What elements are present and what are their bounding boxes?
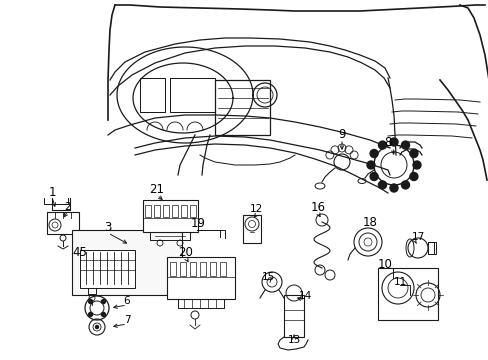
FancyBboxPatch shape: [72, 230, 182, 295]
Bar: [142, 200, 198, 232]
Bar: [427, 242, 435, 254]
Text: 12: 12: [249, 204, 262, 214]
Text: 9: 9: [338, 129, 345, 141]
Bar: [180, 262, 185, 276]
Bar: [243, 215, 261, 243]
Circle shape: [101, 300, 105, 303]
Circle shape: [101, 312, 105, 316]
Text: 8: 8: [384, 136, 391, 149]
Text: 10: 10: [377, 258, 392, 271]
Circle shape: [369, 172, 377, 180]
Circle shape: [401, 141, 408, 149]
Text: 20: 20: [178, 247, 193, 260]
Circle shape: [409, 149, 417, 157]
Circle shape: [88, 312, 92, 316]
Circle shape: [389, 138, 397, 146]
Circle shape: [412, 161, 420, 169]
Bar: [190, 262, 196, 276]
Text: 6: 6: [123, 296, 130, 306]
Text: 15: 15: [261, 272, 274, 282]
Text: 1: 1: [48, 186, 56, 199]
Circle shape: [401, 181, 408, 189]
Circle shape: [366, 161, 374, 169]
Circle shape: [378, 141, 386, 149]
Circle shape: [88, 300, 92, 303]
Bar: [190, 205, 196, 217]
Bar: [220, 262, 225, 276]
Bar: [200, 262, 205, 276]
Circle shape: [369, 149, 377, 157]
Bar: [167, 257, 235, 299]
Bar: [163, 205, 169, 217]
Circle shape: [389, 184, 397, 192]
Text: 19: 19: [190, 217, 205, 230]
Bar: [154, 205, 160, 217]
Text: 21: 21: [149, 184, 164, 197]
Bar: [209, 262, 216, 276]
Bar: [170, 262, 176, 276]
Circle shape: [409, 172, 417, 180]
Text: 14: 14: [298, 291, 311, 301]
Text: 11: 11: [392, 277, 406, 287]
Text: 45: 45: [72, 246, 87, 258]
Text: 13: 13: [287, 335, 300, 345]
Circle shape: [378, 181, 386, 189]
Bar: [47, 212, 79, 234]
Bar: [284, 295, 304, 337]
Bar: [377, 268, 437, 320]
Text: 3: 3: [104, 221, 111, 234]
Bar: [80, 250, 135, 288]
Bar: [172, 205, 178, 217]
Text: 16: 16: [310, 202, 325, 215]
Bar: [215, 80, 269, 135]
Bar: [181, 205, 186, 217]
Text: 18: 18: [362, 216, 377, 230]
Text: 17: 17: [410, 232, 424, 242]
Circle shape: [95, 325, 98, 328]
Text: 7: 7: [123, 315, 130, 325]
Text: 2: 2: [64, 202, 71, 212]
Bar: [145, 205, 151, 217]
